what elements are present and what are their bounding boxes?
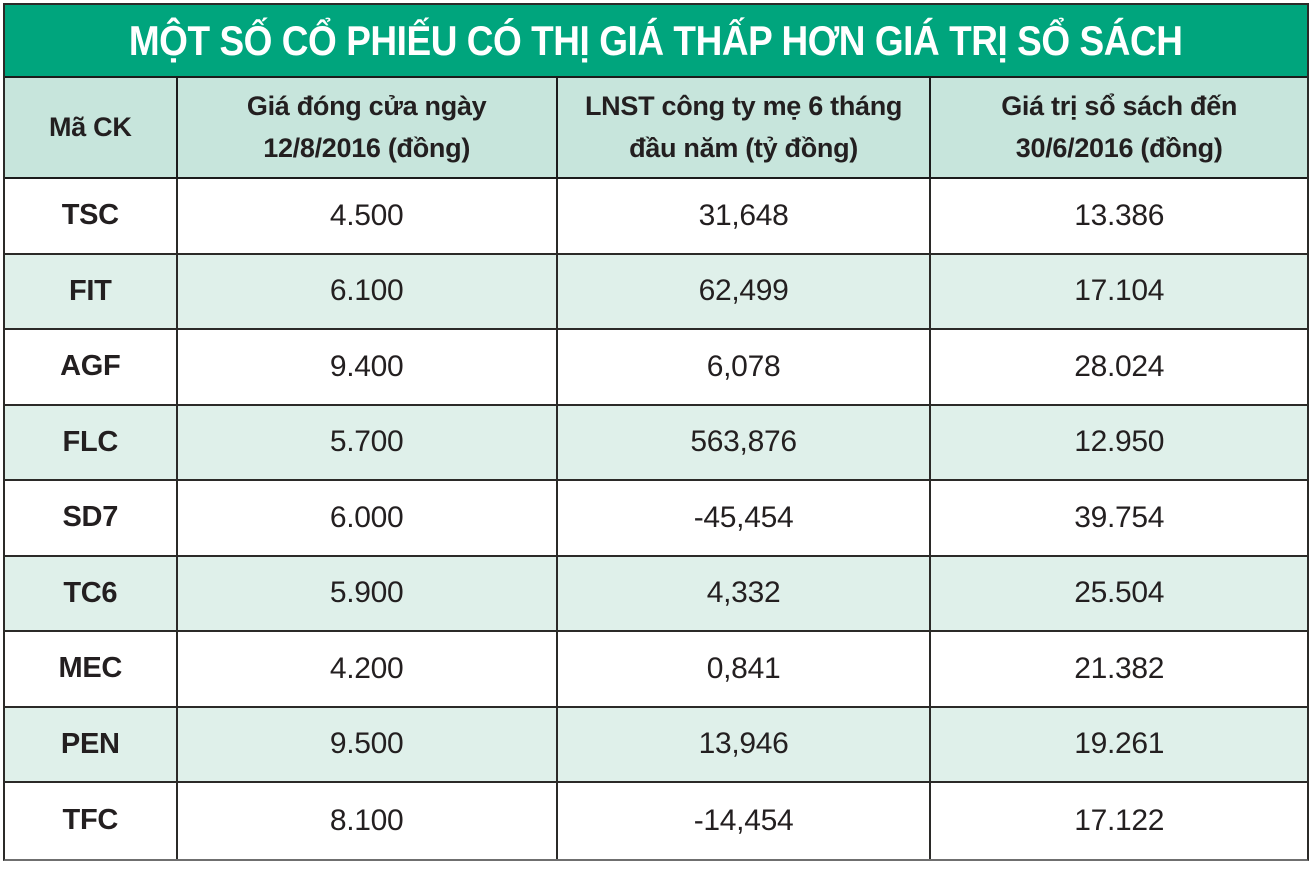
book-value-cell: 39.754: [929, 481, 1307, 555]
header-line: đầu năm (tỷ đồng): [629, 132, 858, 163]
ticker-cell: SD7: [62, 501, 119, 534]
close-price-cell: 8.100: [175, 783, 556, 859]
table-row: AGF 9.400 6,078 28.024: [5, 330, 1307, 406]
book-value-cell: 28.024: [929, 330, 1307, 404]
header-row: Mã CK Giá đóng cửa ngày 12/8/2016 (đồng)…: [5, 78, 1307, 179]
book-value-cell: 17.122: [929, 783, 1307, 859]
book-value-cell: 21.382: [929, 632, 1307, 706]
profit-cell: 6,078: [555, 330, 930, 404]
table-row: TSC 4.500 31,648 13.386: [5, 179, 1307, 255]
title-bar: MỘT SỐ CỔ PHIẾU CÓ THỊ GIÁ THẤP HƠN GIÁ …: [5, 5, 1307, 78]
close-price-cell: 9.400: [175, 330, 556, 404]
profit-cell: -14,454: [555, 783, 930, 859]
header-line: LNST công ty mẹ 6 tháng: [584, 90, 903, 121]
table-body: TSC 4.500 31,648 13.386 FIT 6.100 62,499…: [5, 179, 1307, 859]
ticker-cell: PEN: [60, 727, 120, 760]
profit-cell: 0,841: [555, 632, 930, 706]
table-row: TC6 5.900 4,332 25.504: [5, 556, 1307, 632]
header-cell-close-price: Giá đóng cửa ngày 12/8/2016 (đồng): [175, 78, 556, 177]
table-title: MỘT SỐ CỔ PHIẾU CÓ THỊ GIÁ THẤP HƠN GIÁ …: [129, 16, 1183, 64]
close-price-cell: 6.100: [175, 254, 556, 328]
profit-cell: 13,946: [555, 707, 930, 781]
book-value-cell: 25.504: [929, 556, 1307, 630]
table-row: SD7 6.000 -45,454 39.754: [5, 481, 1307, 557]
header-line: Mã CK: [49, 111, 132, 142]
ticker-cell: TC6: [63, 576, 118, 609]
close-price-cell: 5.900: [175, 556, 556, 630]
ticker-cell: TFC: [62, 804, 119, 837]
close-price-cell: 9.500: [175, 707, 556, 781]
header-line: 30/6/2016 (đồng): [1015, 132, 1223, 163]
close-price-cell: 4.200: [175, 632, 556, 706]
stock-table: MỘT SỐ CỔ PHIẾU CÓ THỊ GIÁ THẤP HƠN GIÁ …: [3, 3, 1309, 861]
book-value-cell: 17.104: [929, 254, 1307, 328]
book-value-cell: 19.261: [929, 707, 1307, 781]
close-price-cell: 6.000: [175, 481, 556, 555]
header-line: 12/8/2016 (đồng): [263, 132, 471, 163]
close-price-cell: 5.700: [175, 405, 556, 479]
profit-cell: -45,454: [555, 481, 930, 555]
header-line: Giá trị sổ sách đến: [1001, 90, 1238, 121]
ticker-cell: TSC: [61, 199, 119, 232]
book-value-cell: 12.950: [929, 405, 1307, 479]
profit-cell: 62,499: [555, 254, 930, 328]
table-row: FIT 6.100 62,499 17.104: [5, 254, 1307, 330]
table-row: PEN 9.500 13,946 19.261: [5, 707, 1307, 783]
header-cell-profit: LNST công ty mẹ 6 tháng đầu năm (tỷ đồng…: [555, 78, 930, 177]
ticker-cell: FLC: [62, 425, 119, 458]
table-row: FLC 5.700 563,876 12.950: [5, 405, 1307, 481]
header-cell-book-value: Giá trị sổ sách đến 30/6/2016 (đồng): [929, 78, 1307, 177]
profit-cell: 563,876: [555, 405, 930, 479]
profit-cell: 4,332: [555, 556, 930, 630]
profit-cell: 31,648: [555, 179, 930, 253]
ticker-cell: FIT: [68, 274, 112, 307]
ticker-cell: AGF: [60, 350, 121, 383]
header-line: Giá đóng cửa ngày: [246, 90, 487, 121]
close-price-cell: 4.500: [175, 179, 556, 253]
ticker-cell: MEC: [58, 652, 123, 685]
header-cell-ma-ck: Mã CK: [5, 78, 176, 177]
table-row: MEC 4.200 0,841 21.382: [5, 632, 1307, 708]
book-value-cell: 13.386: [929, 179, 1307, 253]
table-row: TFC 8.100 -14,454 17.122: [5, 783, 1307, 859]
